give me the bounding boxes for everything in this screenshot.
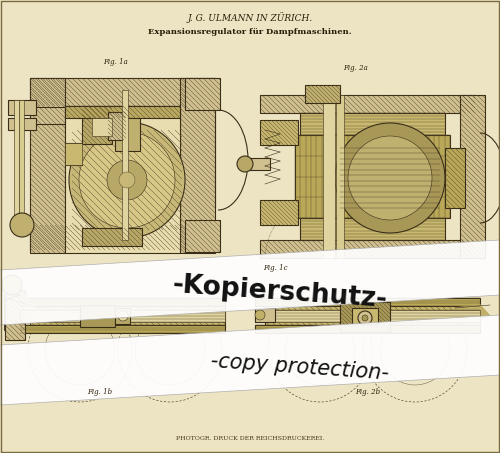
Bar	[300, 218, 445, 240]
Bar	[255, 298, 480, 306]
Bar	[255, 325, 480, 333]
Polygon shape	[0, 240, 500, 325]
Bar	[255, 310, 480, 322]
Bar	[185, 78, 220, 110]
Bar	[65, 106, 180, 253]
Bar	[30, 305, 225, 327]
Bar	[30, 225, 215, 250]
Circle shape	[69, 122, 185, 238]
Bar	[19, 100, 24, 220]
Text: Fig. 1b: Fig. 1b	[88, 388, 112, 396]
Text: -copy protection-: -copy protection-	[210, 351, 390, 383]
Bar	[295, 135, 450, 218]
Bar	[92, 118, 112, 136]
Bar	[20, 298, 225, 306]
Bar	[115, 308, 130, 324]
Text: -Kopierschutz-: -Kopierschutz-	[172, 273, 388, 313]
Bar	[445, 148, 465, 208]
Bar	[82, 228, 142, 246]
Bar	[30, 78, 215, 106]
Circle shape	[362, 315, 368, 321]
Circle shape	[10, 213, 34, 237]
Circle shape	[358, 311, 372, 325]
Bar	[255, 308, 275, 322]
Polygon shape	[0, 315, 500, 405]
Bar	[260, 240, 475, 258]
Bar	[265, 305, 480, 327]
Bar	[185, 220, 220, 252]
Bar	[8, 100, 36, 115]
Bar	[340, 302, 390, 332]
Bar	[14, 100, 19, 220]
Bar	[180, 78, 215, 253]
Text: Fig. 2a: Fig. 2a	[342, 64, 367, 72]
Bar	[82, 106, 112, 144]
Text: PHOTOGR. DRUCK DER REICHSDRUCKEREI.: PHOTOGR. DRUCK DER REICHSDRUCKEREI.	[176, 435, 324, 440]
Bar	[108, 112, 126, 140]
Bar	[305, 85, 340, 103]
Circle shape	[237, 156, 253, 172]
Bar	[260, 200, 298, 225]
Circle shape	[348, 136, 432, 220]
Bar	[352, 308, 378, 324]
Bar	[460, 95, 485, 258]
Bar	[65, 143, 82, 165]
Bar	[260, 120, 298, 145]
Circle shape	[107, 160, 147, 200]
Bar	[18, 213, 26, 225]
Circle shape	[2, 275, 22, 295]
Bar	[300, 113, 445, 135]
Bar	[20, 325, 225, 333]
Bar	[30, 78, 65, 253]
Circle shape	[118, 311, 128, 321]
Text: Fig. 1c: Fig. 1c	[263, 264, 287, 272]
Bar	[122, 90, 128, 240]
Text: Fig. 1a: Fig. 1a	[102, 58, 128, 66]
Bar	[5, 290, 25, 340]
Bar	[115, 106, 140, 151]
Circle shape	[255, 310, 265, 320]
Bar	[323, 95, 335, 258]
Bar	[260, 95, 475, 113]
Bar	[20, 310, 225, 322]
Bar	[336, 95, 344, 258]
Bar	[80, 305, 115, 327]
Text: Fig. 2b: Fig. 2b	[356, 388, 380, 396]
Bar	[65, 106, 180, 118]
Circle shape	[119, 172, 135, 188]
Bar	[245, 158, 270, 170]
Circle shape	[335, 123, 445, 233]
Polygon shape	[5, 295, 40, 310]
Text: J. G. ULMANN IN ZÜRICH.: J. G. ULMANN IN ZÜRICH.	[188, 13, 312, 24]
Polygon shape	[455, 305, 490, 325]
Text: Expansionsregulator für Dampfmaschinen.: Expansionsregulator für Dampfmaschinen.	[148, 28, 352, 36]
Circle shape	[79, 132, 175, 228]
Bar	[8, 118, 36, 130]
